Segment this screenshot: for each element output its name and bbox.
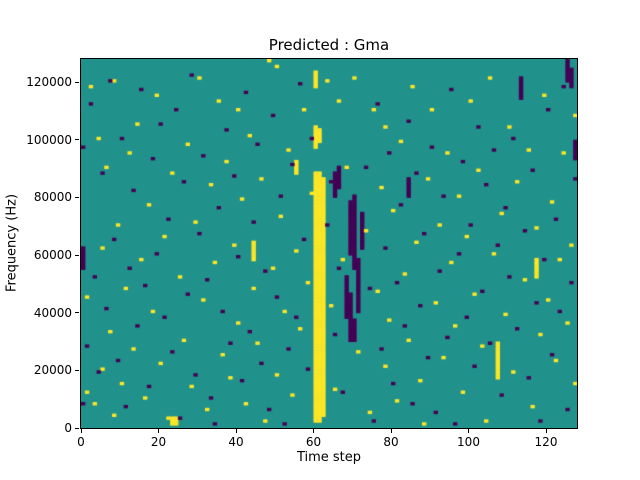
chart-title: Predicted : Gma bbox=[268, 36, 390, 54]
y-tick-mark bbox=[75, 312, 79, 314]
y-tick-mark bbox=[75, 427, 79, 429]
y-tick-mark bbox=[75, 369, 79, 371]
x-tick-label: 0 bbox=[77, 435, 85, 449]
y-tick-label: 120000 bbox=[26, 75, 72, 90]
x-tick-mark bbox=[545, 429, 547, 433]
x-tick-label: 80 bbox=[383, 435, 399, 449]
x-tick-label: 60 bbox=[305, 435, 322, 449]
heatmap-canvas bbox=[81, 59, 577, 428]
x-tick-label: 120 bbox=[534, 435, 558, 449]
y-axis-label: Frequency (Hz) bbox=[4, 193, 20, 293]
x-tick-mark bbox=[390, 429, 392, 433]
x-tick-label: 20 bbox=[150, 435, 167, 449]
y-tick-mark bbox=[75, 254, 79, 256]
y-tick-label: 100000 bbox=[26, 132, 72, 147]
x-tick-mark bbox=[158, 429, 159, 433]
plot-area: 0 20 40 60 80 100 120 0 20000 40000 60000 80000 1000… bbox=[26, 58, 578, 449]
y-tick-label: 80000 bbox=[33, 190, 72, 205]
x-tick-mark bbox=[313, 429, 314, 433]
x-tick-label: 40 bbox=[228, 435, 244, 449]
y-tick-label: 0 bbox=[64, 421, 72, 435]
y-tick-mark bbox=[75, 196, 79, 198]
y-tick-label: 60000 bbox=[33, 248, 72, 263]
y-tick-mark bbox=[75, 81, 79, 83]
y-tick-label: 40000 bbox=[33, 305, 72, 320]
x-axis-label: Time step bbox=[296, 450, 362, 465]
x-tick-mark bbox=[80, 429, 82, 433]
y-tick-mark bbox=[75, 139, 79, 141]
y-tick-label: 20000 bbox=[33, 363, 72, 378]
x-tick-mark bbox=[468, 429, 469, 433]
x-tick-label: 100 bbox=[457, 435, 480, 449]
x-tick-mark bbox=[235, 429, 237, 433]
